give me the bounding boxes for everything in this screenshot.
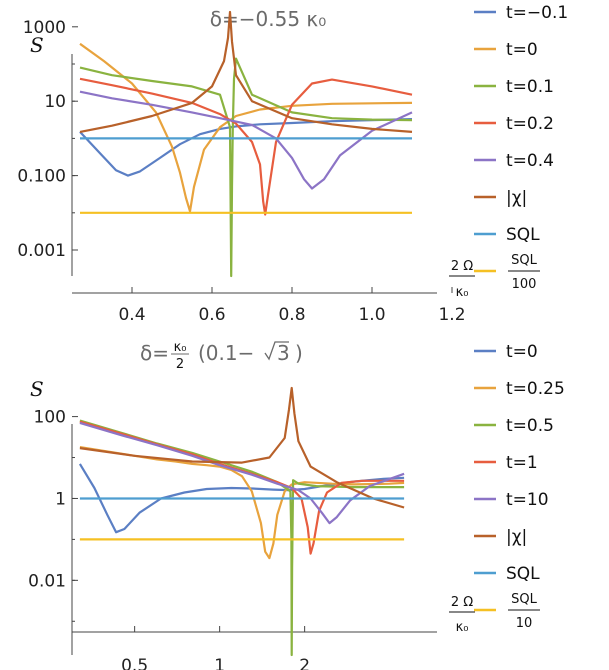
y-tick-label: 1 — [55, 489, 66, 509]
x-tick-label: 2 — [299, 656, 310, 670]
x-axis-label: 2 Ω κ₀ — [449, 595, 475, 635]
y-tick-label: 1000 — [23, 18, 66, 38]
series-line-3 — [79, 57, 413, 278]
x-tick-label: 0.5 — [121, 656, 148, 670]
x-tick-label: 1 — [214, 656, 225, 670]
legend-label: t=10 — [506, 490, 549, 510]
title-sqrt-arg: 3 — [277, 341, 290, 365]
legend-label: t=0 — [506, 342, 538, 362]
x-label-denominator: κ₀ — [456, 620, 469, 635]
chart-panel-1: δ=−0.55 κ₀ S 0.001 0.100 10 1000 0.4 0.6 0.8 1.0 1… — [17, 3, 568, 325]
series-line-5 — [79, 90, 413, 190]
x-tick-label: 0.4 — [118, 305, 145, 325]
y-axis-label: S — [30, 33, 44, 57]
legend-label-numerator: SQL — [511, 253, 537, 268]
legend-label: t=0.25 — [506, 379, 565, 399]
x-label-denominator: κ₀ — [456, 285, 469, 300]
y-tick-label: 0.001 — [17, 241, 66, 261]
legend-label: t=0.1 — [506, 77, 554, 97]
legend-label-denominator: 10 — [516, 616, 533, 631]
x-axis-label: 2 Ω κ₀ — [449, 259, 475, 300]
chart-title: δ= κ₀ 2 (0.1− 3) — [140, 340, 303, 372]
legend-label: SQL — [506, 564, 540, 584]
legend-label: |χ| — [506, 188, 527, 208]
legend-label: t=−0.1 — [506, 3, 568, 23]
x-tick-label: 1.0 — [358, 305, 385, 325]
legend-label: t=0.2 — [506, 114, 554, 134]
series-line-2 — [79, 42, 413, 213]
series-line-6 — [79, 386, 405, 509]
x-tick-label: 0.6 — [198, 305, 225, 325]
legend-label: |χ| — [506, 527, 527, 547]
x-tick-label: 0.8 — [278, 305, 305, 325]
legend-label: t=1 — [506, 453, 538, 473]
title-lead: δ= — [140, 341, 169, 365]
y-tick-label: 0.01 — [28, 571, 66, 591]
legend-label: t=0 — [506, 40, 538, 60]
x-label-numerator: 2 Ω — [451, 595, 473, 610]
series-line-5 — [79, 421, 405, 525]
x-label-numerator: 2 Ω — [451, 259, 473, 274]
chart-title: δ=−0.55 κ₀ — [210, 7, 326, 31]
title-paren-close: ) — [295, 341, 303, 365]
y-axis-label: S — [30, 377, 44, 401]
title-sqrt-sign — [264, 341, 289, 361]
legend-label-numerator: SQL — [511, 592, 537, 607]
legend: t=0 t=0.25 t=0.5 t=1 t=10 |χ| SQL SQL 10 — [474, 342, 565, 631]
series-line-6 — [79, 10, 413, 133]
legend-label-denominator: 100 — [512, 277, 537, 292]
y-tick-label: 10 — [44, 92, 66, 112]
title-frac-numerator: κ₀ — [174, 340, 187, 355]
legend-label: SQL — [506, 225, 540, 245]
legend-label: t=0.4 — [506, 151, 554, 171]
series-line-4 — [79, 77, 413, 216]
y-tick-label: 100 — [34, 408, 66, 428]
x-tick-label: 1.2 — [438, 305, 465, 325]
chart-panel-2: δ= κ₀ 2 (0.1− 3) S 0.01 1 100 0.5 1 2 2 Ω κ₀ t=0 t=0.25… — [28, 340, 565, 670]
title-paren-open: (0.1− — [198, 341, 254, 365]
y-tick-label: 0.100 — [17, 167, 66, 187]
legend: t=−0.1 t=0 t=0.1 t=0.2 t=0.4 |χ| SQL SQL 100 — [474, 3, 568, 292]
title-frac-denominator: 2 — [176, 357, 184, 372]
series-line-2 — [79, 446, 405, 560]
legend-label: t=0.5 — [506, 416, 554, 436]
